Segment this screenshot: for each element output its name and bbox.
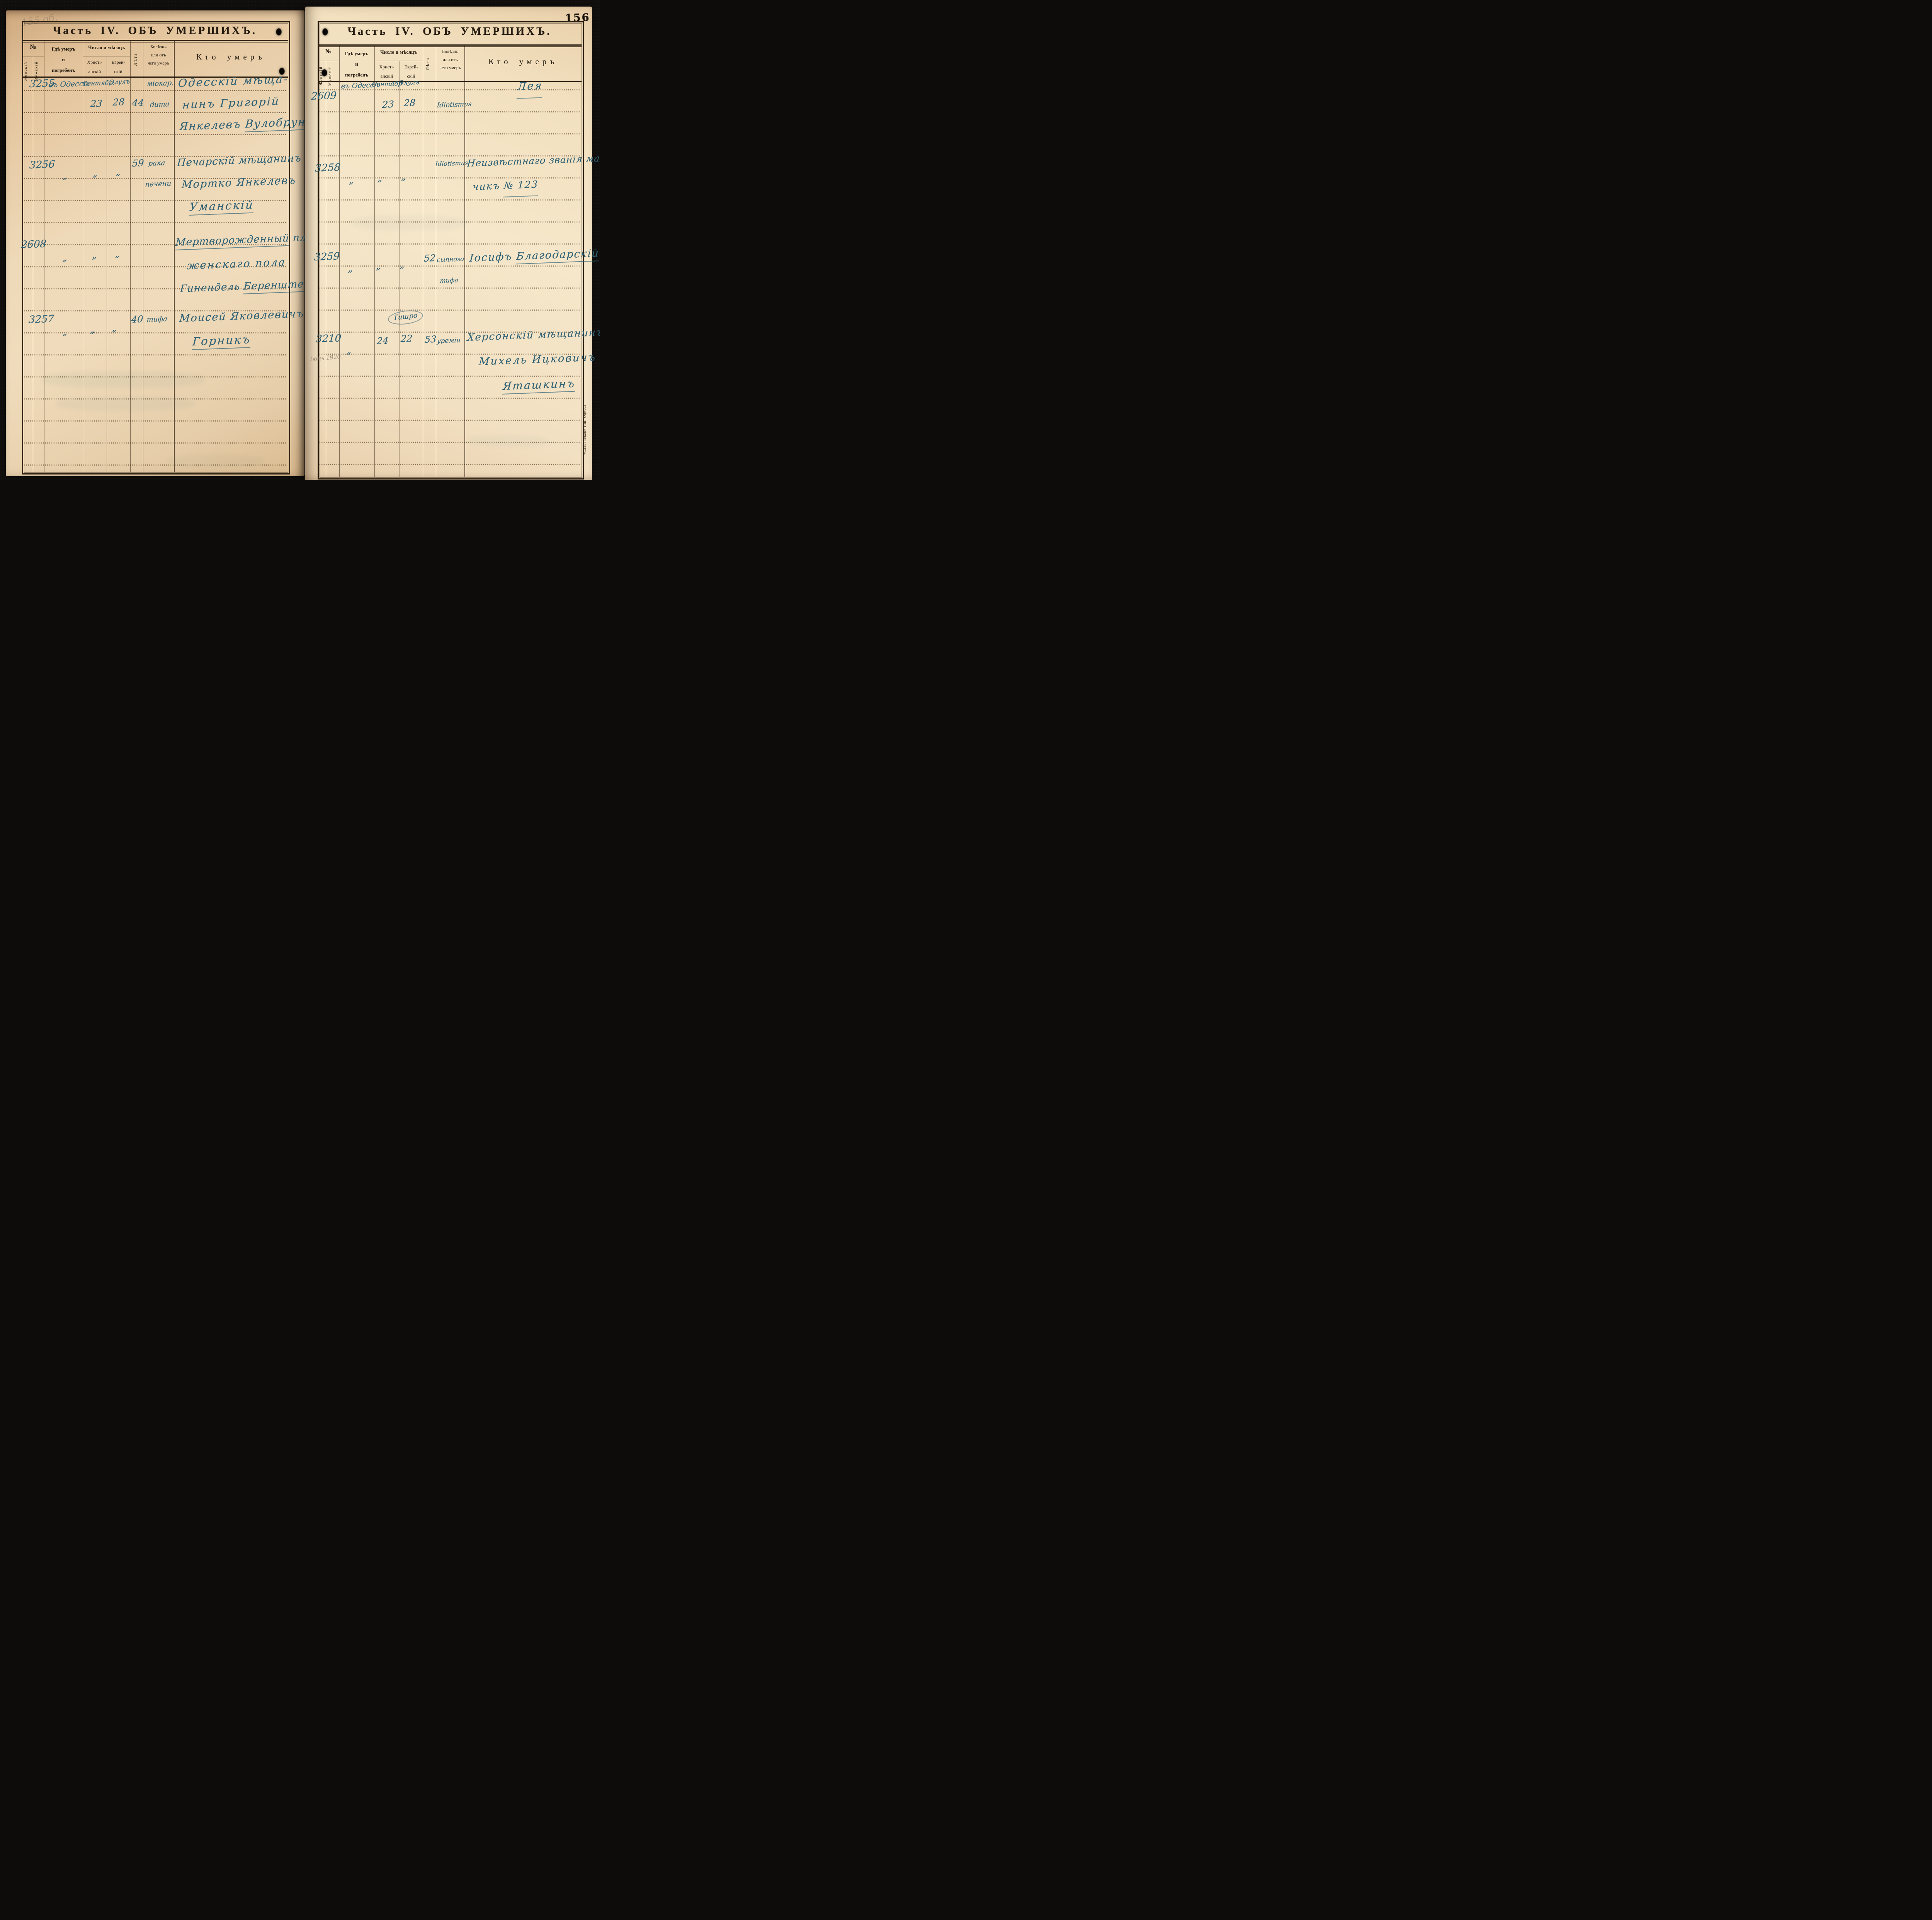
entry-number: 3257 bbox=[28, 313, 55, 326]
entry-number: 3258 bbox=[315, 162, 341, 174]
column-header-christian: Христі- анскій bbox=[379, 64, 395, 79]
entry-age: 44 bbox=[132, 97, 145, 109]
printer-imprint: «Славянская» тип. Одесса. bbox=[583, 403, 587, 455]
column-header-cause: Болѣзнь или отъ чего умеръ bbox=[148, 44, 169, 66]
ditto-mark: „ bbox=[92, 250, 97, 261]
column-header-cause: Болѣзнь или отъ чего умеръ bbox=[439, 49, 461, 70]
entry-name-line: Яташкинъ bbox=[502, 377, 576, 395]
ditto-mark: „ bbox=[116, 166, 121, 177]
ditto-mark: „ bbox=[348, 263, 354, 274]
ditto-mark: „ bbox=[62, 326, 68, 337]
ditto-mark: „ bbox=[92, 168, 98, 179]
register-spread-scan: 155 об. Часть IV. ОБЪ УМЕРШИХЪ. № Женскі… bbox=[0, 0, 600, 480]
column-header-place: Гдѣ умеръ и погребенъ bbox=[345, 51, 369, 78]
ditto-mark: „ bbox=[115, 248, 121, 259]
page-title: Часть IV. ОБЪ УМЕРШИХЪ. bbox=[347, 25, 552, 37]
entry-cause-line: дита bbox=[150, 100, 170, 109]
entry-cause-line: Idiotismus bbox=[435, 159, 468, 168]
entry-surname-underlined: Благодарскій bbox=[515, 247, 600, 265]
entry-cause-line: тифа bbox=[440, 276, 459, 284]
column-header-years: Лѣта bbox=[425, 57, 430, 70]
table-body-rules bbox=[319, 81, 580, 476]
entry-cause-line: рака bbox=[148, 159, 166, 168]
entry-surname-underlined: Горникъ bbox=[192, 333, 251, 350]
ditto-mark: „ bbox=[401, 171, 407, 182]
entry-month-jewish: Элулъ bbox=[109, 77, 130, 86]
column-header-no: № bbox=[325, 48, 332, 55]
entry-name-part: Іосифъ bbox=[469, 250, 517, 264]
entry-day-christian: 23 bbox=[382, 99, 395, 110]
page-title: Часть IV. ОБЪ УМЕРШИХЪ. bbox=[53, 24, 257, 37]
entry-number-label-underlined: № 123 bbox=[503, 179, 539, 197]
binding-hole bbox=[322, 28, 328, 36]
entry-age: 53 bbox=[424, 333, 437, 345]
entry-name-part: чикъ bbox=[472, 180, 505, 192]
column-header-date-group: Число и мѣсяцъ bbox=[380, 49, 417, 55]
entry-surname-underlined: Уманскій bbox=[189, 198, 255, 216]
entry-number: 2609 bbox=[311, 90, 337, 102]
ditto-mark: „ bbox=[90, 324, 96, 335]
column-header-who: Кто умеръ bbox=[196, 52, 266, 61]
ditto-mark: „ bbox=[112, 322, 117, 333]
entry-cause-line: уреміи bbox=[437, 336, 461, 345]
entry-day-jewish: 22 bbox=[400, 333, 413, 344]
ditto-mark: „ bbox=[62, 252, 68, 263]
binding-hole bbox=[279, 68, 285, 75]
entry-name-underlined: Лея bbox=[516, 80, 543, 99]
entry-name-line: Уманскій bbox=[189, 198, 255, 216]
entry-surname-underlined: Яташкинъ bbox=[502, 377, 576, 395]
ditto-mark: „ bbox=[62, 170, 68, 181]
entry-surname-underlined: Вулобрунъ bbox=[245, 115, 315, 133]
column-header-jewish: Еврей- скій bbox=[404, 64, 418, 79]
entry-cause-line: міокар. bbox=[146, 79, 174, 88]
ditto-mark: „ bbox=[349, 175, 354, 186]
entry-number: 3256 bbox=[29, 158, 56, 171]
entry-name-part: Янкелевъ bbox=[179, 117, 246, 133]
entry-name-line: чикъ № 123 bbox=[472, 179, 539, 197]
entry-day-jewish: 28 bbox=[112, 96, 125, 108]
ditto-mark: „ bbox=[400, 259, 405, 270]
entry-day-jewish: 28 bbox=[403, 97, 416, 109]
entry-number: 3259 bbox=[314, 250, 340, 263]
column-header-date-group: Число и мѣсяцъ bbox=[88, 44, 125, 50]
entry-age: 52 bbox=[423, 252, 436, 264]
entry-cause-line: тифа bbox=[146, 315, 168, 324]
entry-name-line: Лея bbox=[516, 80, 543, 99]
column-header-christian: Христі- анскій bbox=[87, 60, 102, 74]
ditto-mark: „ bbox=[377, 172, 383, 184]
entry-age: 59 bbox=[132, 157, 145, 169]
entry-number: 3210 bbox=[315, 332, 342, 345]
column-header-years: Лѣта bbox=[133, 53, 138, 66]
entry-number: 2608 bbox=[20, 238, 47, 251]
entry-day-christian: 23 bbox=[90, 98, 103, 109]
entry-name-part: Гинендель bbox=[180, 281, 244, 295]
column-header-who: Кто умеръ bbox=[488, 57, 558, 66]
ditto-mark: „ bbox=[376, 260, 381, 272]
entry-cause-line: печени bbox=[145, 179, 172, 189]
column-header-place: Гдѣ умеръ и погребенъ bbox=[51, 46, 75, 73]
table-body-rules bbox=[23, 77, 287, 471]
title-divider bbox=[22, 40, 288, 43]
entry-name-line: Горникъ bbox=[192, 333, 251, 350]
entry-month-jewish: Элулъ bbox=[399, 78, 420, 87]
left-page: 155 об. Часть IV. ОБЪ УМЕРШИХЪ. № Женскі… bbox=[6, 10, 327, 476]
column-header-jewish: Еврей- скій bbox=[111, 60, 125, 74]
entry-age: 40 bbox=[131, 313, 144, 325]
entry-cause-line: Idiotismus bbox=[437, 100, 472, 109]
column-header-no: № bbox=[30, 44, 36, 50]
title-divider bbox=[318, 44, 582, 47]
right-page: 156 Часть IV. ОБЪ УМЕРШИХЪ. № Женскій Му… bbox=[305, 7, 600, 480]
entry-cause-line: сыпного bbox=[437, 255, 464, 264]
entry-day-christian: 24 bbox=[376, 335, 389, 347]
binding-hole bbox=[321, 69, 327, 77]
binding-hole bbox=[276, 28, 282, 36]
ditto-mark: „ bbox=[346, 345, 352, 356]
